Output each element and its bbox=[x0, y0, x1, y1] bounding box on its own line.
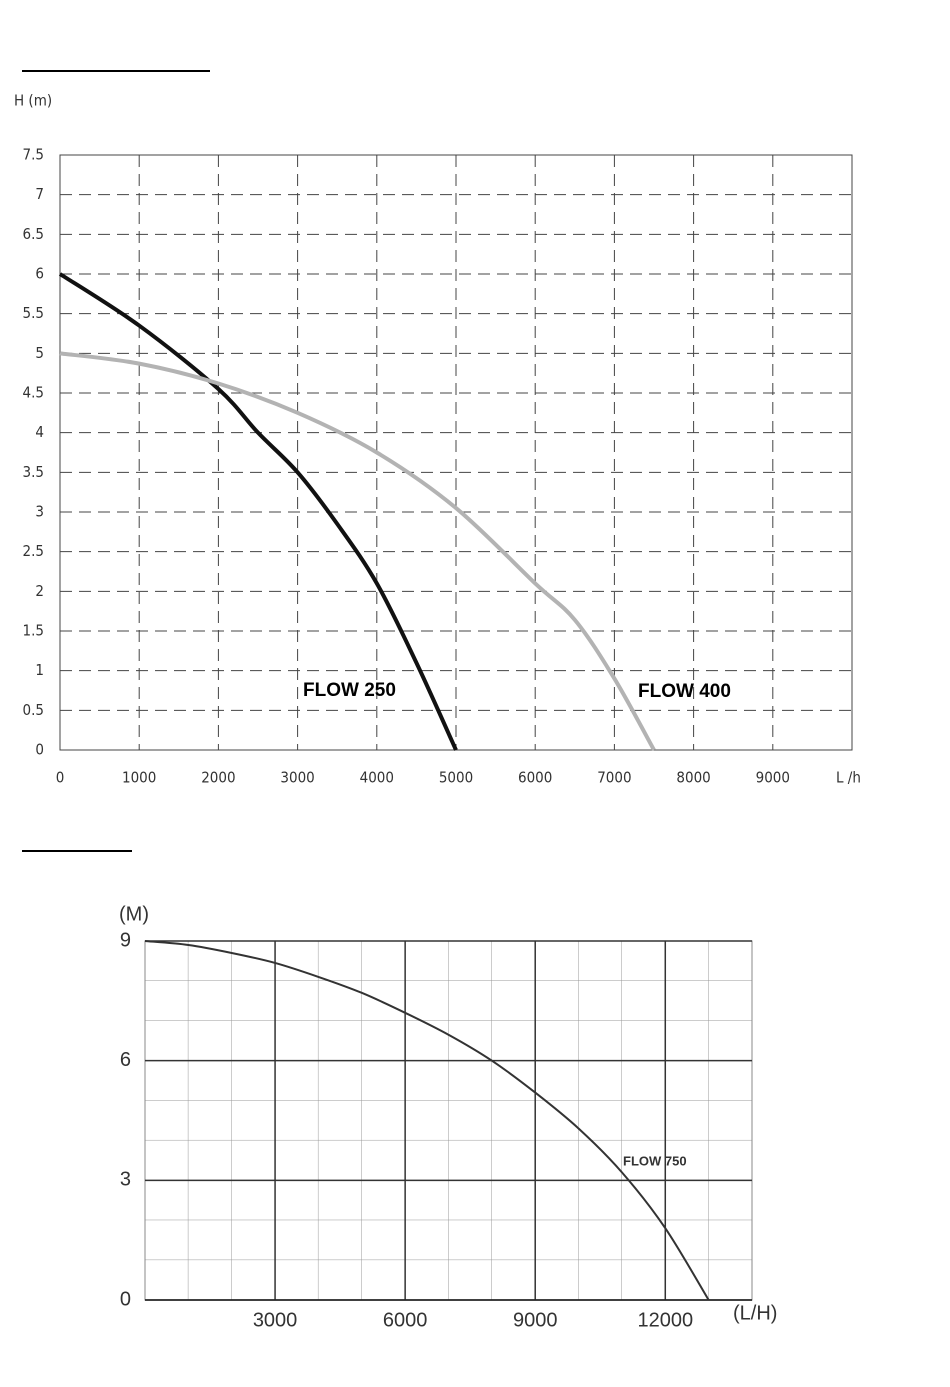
y-tick-label: 4.5 bbox=[23, 384, 44, 402]
x-tick-label: 3000 bbox=[280, 769, 314, 787]
y-tick-label: 5.5 bbox=[23, 304, 44, 322]
x-tick-label: 9000 bbox=[756, 769, 790, 787]
y-tick-label: 3 bbox=[35, 503, 44, 521]
x-tick-label: 5000 bbox=[439, 769, 473, 787]
y-tick-label: 2.5 bbox=[23, 542, 44, 560]
minor-grid bbox=[144, 940, 753, 1301]
y-tick-label: 6 bbox=[35, 265, 44, 283]
y-tick-label: 7 bbox=[35, 185, 44, 203]
x-axis-label: (L/H) bbox=[733, 1302, 777, 1324]
x-axis-label: L /h bbox=[836, 769, 861, 787]
x-tick-label: 6000 bbox=[383, 1309, 428, 1331]
series-label: FLOW 400 bbox=[638, 681, 731, 702]
x-tick-label: 4000 bbox=[360, 769, 394, 787]
y-tick-label: 1 bbox=[35, 661, 44, 679]
y-axis-label: (M) bbox=[119, 903, 149, 925]
x-tick-label: 1000 bbox=[122, 769, 156, 787]
y-tick-label: 0 bbox=[120, 1288, 131, 1310]
y-tick-label: 6 bbox=[120, 1049, 131, 1071]
y-axis-label: H (m) bbox=[14, 92, 52, 110]
series-line bbox=[58, 272, 458, 751]
chart: 0 0.5 1 1.5 2 2.5 3 3.5 4 4.5 5 5.5 6 6.5 7 7.5 0 1000 200… bbox=[14, 92, 861, 787]
series-label: FLOW 750 bbox=[623, 1153, 687, 1168]
y-tick-label: 6.5 bbox=[23, 225, 44, 243]
series-line bbox=[59, 351, 656, 751]
x-tick-label: 6000 bbox=[518, 769, 552, 787]
y-tick-label: 7.5 bbox=[23, 146, 44, 164]
y-tick-label: 3 bbox=[120, 1169, 131, 1191]
y-tick-label: 2 bbox=[35, 582, 44, 600]
series-label: FLOW 250 bbox=[303, 680, 396, 701]
y-tick-label: 0.5 bbox=[23, 701, 44, 719]
y-tick-label: 1.5 bbox=[23, 622, 44, 640]
chart: 0 3 6 9 3000 6000 9000 12000 (M) (L/H) FLOW 750 bbox=[119, 903, 777, 1331]
x-tick-label: 9000 bbox=[513, 1309, 558, 1331]
y-tick-label: 0 bbox=[35, 741, 44, 759]
x-tick-label: 7000 bbox=[597, 769, 631, 787]
x-tick-label: 8000 bbox=[676, 769, 710, 787]
y-tick-label: 9 bbox=[120, 929, 131, 951]
y-tick-label: 3.5 bbox=[23, 463, 44, 481]
x-tick-label: 12000 bbox=[637, 1309, 693, 1331]
series-line bbox=[144, 940, 710, 1301]
x-tick-label: 0 bbox=[56, 769, 65, 787]
y-tick-label: 5 bbox=[35, 344, 44, 362]
x-tick-label: 2000 bbox=[201, 769, 235, 787]
y-tick-label: 4 bbox=[35, 423, 44, 441]
x-tick-label: 3000 bbox=[253, 1309, 298, 1331]
